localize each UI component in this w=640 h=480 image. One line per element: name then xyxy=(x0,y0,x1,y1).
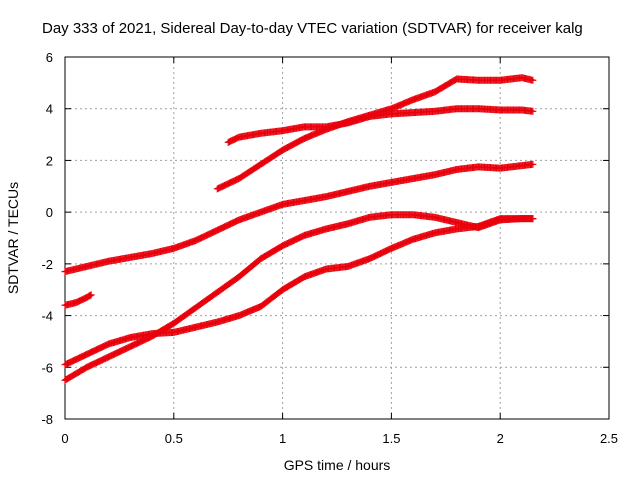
axis-ticks: 0 0.5 1 1.5 2 2.5 -8 -6 -4 -2 0 2 4 6 xyxy=(41,50,618,446)
y-axis-label: SDTVAR / TECUs xyxy=(5,182,21,294)
y-tick-label: 6 xyxy=(46,50,53,65)
y-tick-label: 0 xyxy=(46,205,53,220)
y-tick-label: 2 xyxy=(46,153,53,168)
chart-title: Day 333 of 2021, Sidereal Day-to-day VTE… xyxy=(42,20,583,37)
data-point xyxy=(529,76,537,84)
data-point xyxy=(86,292,94,300)
series-6 xyxy=(224,105,537,146)
y-tick-label: 4 xyxy=(46,102,53,117)
data-point xyxy=(529,160,537,168)
series-1 xyxy=(61,160,537,276)
y-tick-label: -2 xyxy=(41,257,53,272)
y-tick-label: -4 xyxy=(41,309,53,324)
plot-frame xyxy=(64,56,610,420)
x-axis-label: GPS time / hours xyxy=(284,457,391,473)
series-4 xyxy=(61,215,537,369)
data-point xyxy=(87,291,95,299)
series-3 xyxy=(61,211,537,384)
x-tick-label: 0.5 xyxy=(165,431,183,446)
x-tick-label: 1 xyxy=(279,431,286,446)
y-tick-label: -6 xyxy=(41,360,53,375)
data-points xyxy=(61,74,537,384)
x-tick-label: 2.5 xyxy=(600,431,618,446)
data-point xyxy=(529,107,537,115)
x-tick-label: 1.5 xyxy=(382,431,400,446)
series-2 xyxy=(61,291,95,309)
x-tick-label: 2 xyxy=(497,431,504,446)
y-tick-label: -8 xyxy=(41,412,53,427)
data-point xyxy=(529,215,537,223)
x-tick-label: 0 xyxy=(61,431,68,446)
